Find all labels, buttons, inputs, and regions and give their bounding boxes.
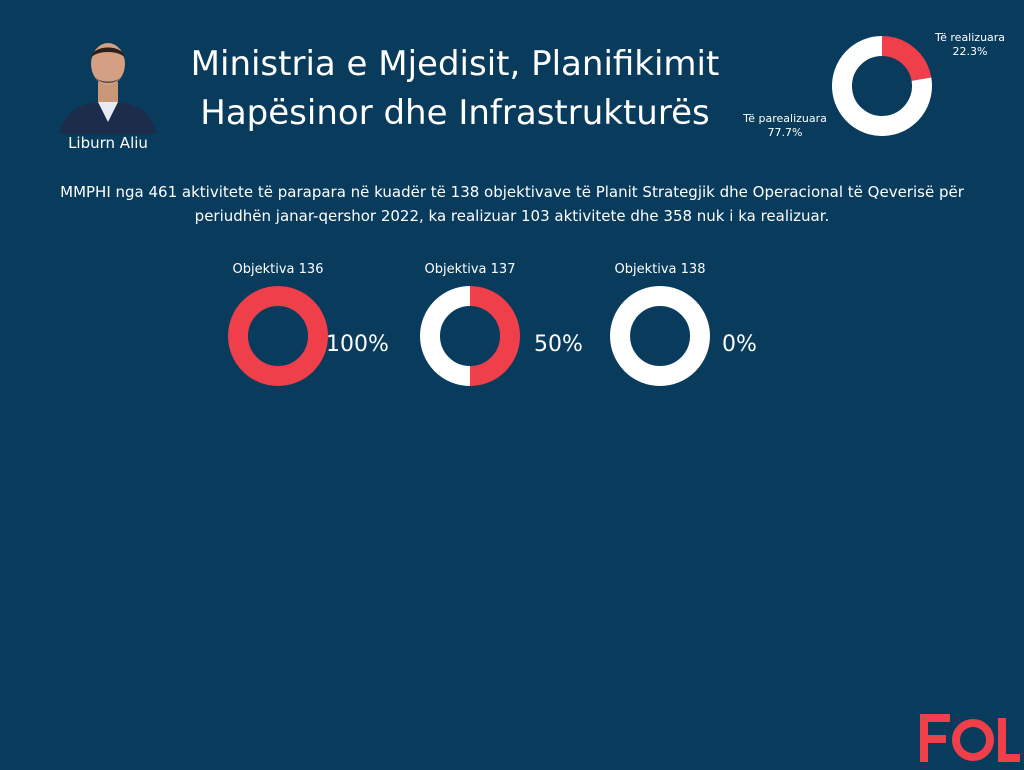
remaining-slice	[420, 286, 471, 386]
title-line-2: Hapësinor dhe Infrastrukturës	[200, 93, 710, 133]
objective-donut	[228, 286, 328, 386]
realized-legend: Të realizuara 22.3%	[920, 31, 1020, 59]
description-text: MMPHI nga 461 aktivitete të parapara në …	[60, 183, 964, 225]
objective-donut	[420, 286, 520, 386]
page-title: Ministria e Mjedisit, Planifikimit Hapës…	[160, 40, 750, 138]
person-name: Liburn Aliu	[68, 134, 148, 152]
objective-percent: 50%	[534, 332, 583, 357]
realized-slice	[881, 36, 932, 82]
remaining-slice	[610, 286, 710, 386]
realized-label: Të realizuara	[934, 31, 1006, 44]
objective-title: Objektiva 138	[614, 262, 706, 277]
objective-title: Objektiva 137	[424, 262, 516, 277]
objective-percent: 0%	[722, 332, 757, 357]
objective-137: Objektiva 137 50%	[420, 262, 620, 392]
summary-donut-chart	[832, 36, 932, 136]
realized-value: 22.3%	[952, 45, 988, 58]
unrealized-label: Të parealizuara	[743, 112, 827, 125]
realized-slice	[228, 286, 328, 386]
realized-slice	[469, 286, 520, 386]
objective-136: Objektiva 136 100%	[228, 262, 428, 392]
objective-percent: 100%	[326, 332, 389, 357]
title-line-1: Ministria e Mjedisit, Planifikimit	[190, 44, 720, 84]
unrealized-slice	[832, 36, 932, 136]
portrait-photo	[58, 36, 158, 134]
fol-logo	[916, 712, 1024, 766]
objective-138: Objektiva 138 0%	[610, 262, 810, 392]
objective-title: Objektiva 136	[232, 262, 324, 277]
unrealized-legend: Të parealizuara 77.7%	[730, 112, 840, 140]
objective-donut	[610, 286, 710, 386]
unrealized-value: 77.7%	[767, 126, 803, 139]
